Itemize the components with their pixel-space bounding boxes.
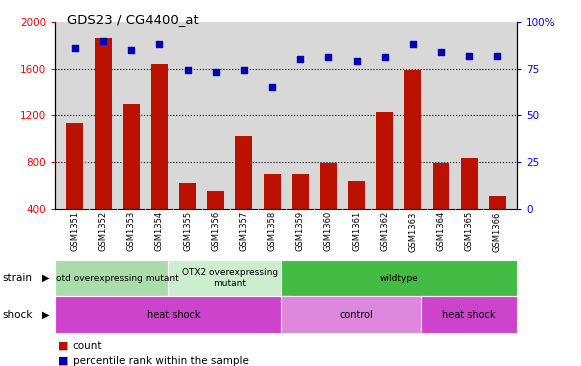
- Text: otd overexpressing mutant: otd overexpressing mutant: [56, 274, 178, 283]
- Bar: [55, 296, 292, 333]
- Bar: [489, 196, 506, 209]
- Text: GSM1352: GSM1352: [99, 211, 107, 251]
- Point: [352, 58, 361, 64]
- Text: GSM1353: GSM1353: [127, 211, 136, 251]
- Text: GSM1365: GSM1365: [465, 211, 474, 251]
- Text: ▶: ▶: [42, 310, 50, 320]
- Text: heat shock: heat shock: [147, 310, 200, 320]
- Bar: [55, 260, 179, 296]
- Point: [183, 68, 192, 74]
- Bar: [461, 158, 478, 209]
- Text: strain: strain: [3, 273, 33, 283]
- Text: GSM1355: GSM1355: [183, 211, 192, 251]
- Text: GSM1363: GSM1363: [408, 211, 417, 251]
- Text: ■: ■: [58, 355, 69, 366]
- Text: ▶: ▶: [42, 273, 50, 283]
- Text: GSM1361: GSM1361: [352, 211, 361, 251]
- Point: [155, 41, 164, 47]
- Bar: [404, 70, 421, 209]
- Text: GSM1359: GSM1359: [296, 211, 304, 251]
- Bar: [281, 260, 517, 296]
- Text: GSM1360: GSM1360: [324, 211, 333, 251]
- Point: [127, 47, 136, 53]
- Text: control: control: [340, 310, 374, 320]
- Text: percentile rank within the sample: percentile rank within the sample: [73, 355, 249, 366]
- Bar: [376, 112, 393, 209]
- Bar: [66, 123, 83, 209]
- Point: [70, 45, 80, 51]
- Point: [211, 70, 220, 75]
- Point: [493, 53, 502, 59]
- Bar: [168, 260, 292, 296]
- Text: GDS23 / CG4400_at: GDS23 / CG4400_at: [67, 13, 199, 26]
- Text: GSM1358: GSM1358: [268, 211, 277, 251]
- Text: GSM1362: GSM1362: [380, 211, 389, 251]
- Point: [408, 41, 418, 47]
- Point: [380, 55, 389, 60]
- Bar: [179, 183, 196, 209]
- Bar: [320, 163, 337, 209]
- Bar: [151, 64, 168, 209]
- Bar: [235, 136, 252, 209]
- Text: OTX2 overexpressing
mutant: OTX2 overexpressing mutant: [182, 268, 278, 288]
- Text: GSM1354: GSM1354: [155, 211, 164, 251]
- Text: wildtype: wildtype: [379, 274, 418, 283]
- Text: GSM1357: GSM1357: [239, 211, 249, 251]
- Bar: [281, 296, 433, 333]
- Text: count: count: [73, 341, 102, 351]
- Text: GSM1366: GSM1366: [493, 211, 502, 251]
- Text: GSM1364: GSM1364: [436, 211, 446, 251]
- Bar: [348, 181, 365, 209]
- Bar: [292, 173, 309, 209]
- Bar: [421, 296, 517, 333]
- Point: [324, 55, 333, 60]
- Point: [267, 85, 277, 90]
- Text: ■: ■: [58, 341, 69, 351]
- Point: [296, 56, 305, 62]
- Point: [98, 38, 107, 44]
- Bar: [207, 191, 224, 209]
- Bar: [123, 104, 139, 209]
- Bar: [433, 163, 450, 209]
- Bar: [95, 38, 112, 209]
- Text: GSM1356: GSM1356: [211, 211, 220, 251]
- Text: heat shock: heat shock: [443, 310, 496, 320]
- Bar: [264, 173, 281, 209]
- Point: [239, 68, 249, 74]
- Text: GSM1351: GSM1351: [70, 211, 80, 251]
- Point: [436, 49, 446, 55]
- Point: [465, 53, 474, 59]
- Text: shock: shock: [3, 310, 33, 320]
